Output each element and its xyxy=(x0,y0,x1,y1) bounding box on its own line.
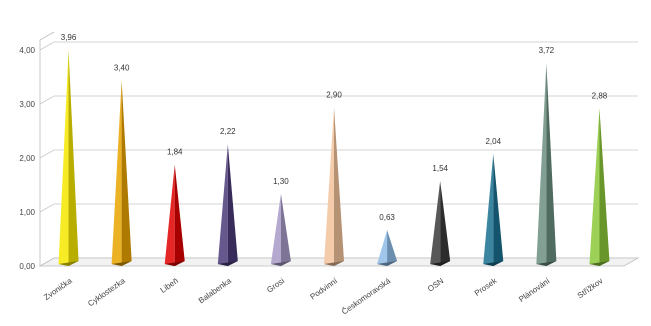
x-category-label: Prosek xyxy=(473,276,499,298)
data-label: 1,30 xyxy=(273,177,289,186)
data-label: 2,90 xyxy=(326,90,342,99)
bar xyxy=(217,144,238,266)
x-category-label: Českomoravská xyxy=(340,276,393,317)
gridline xyxy=(39,95,638,105)
bar xyxy=(270,193,291,266)
x-category-label: Střížkov xyxy=(576,276,605,300)
data-label: 1,84 xyxy=(167,148,183,157)
x-category-label: Plánování xyxy=(517,276,552,304)
bar xyxy=(483,153,504,266)
data-label: 3,72 xyxy=(539,46,555,55)
y-axis-line xyxy=(39,31,55,266)
y-tick-label: 1,00 xyxy=(19,208,35,217)
gridline xyxy=(39,149,638,159)
x-category-label: Podvinní xyxy=(308,276,339,302)
data-label: 2,22 xyxy=(220,127,236,136)
x-category-label: Balabenka xyxy=(197,276,234,305)
x-category-label: Cyklostezka xyxy=(86,276,127,308)
data-label: 1,54 xyxy=(432,164,448,173)
x-category-labels: Zvonička Cyklostezka Libeň Balabenka Grosi Po… xyxy=(42,276,604,317)
x-category-label: OSN xyxy=(426,276,446,293)
gridline xyxy=(39,203,638,213)
data-label: 2,04 xyxy=(485,137,501,146)
y-tick-label: 3,00 xyxy=(19,100,35,109)
data-label: 3,96 xyxy=(61,33,77,42)
bar xyxy=(430,180,451,266)
bar xyxy=(58,50,79,266)
bar xyxy=(377,229,398,266)
data-label: 3,40 xyxy=(114,63,130,72)
bar xyxy=(111,80,132,267)
y-tick-label: 2,00 xyxy=(19,154,35,163)
y-tick-label: 4,00 xyxy=(19,46,35,55)
gridline xyxy=(39,41,638,51)
x-category-label: Libeň xyxy=(159,276,180,295)
bar xyxy=(536,63,557,267)
y-tick-label: 0,00 xyxy=(19,262,35,271)
bar-series xyxy=(58,50,610,267)
data-label: 2,88 xyxy=(592,91,608,100)
data-label: 0,63 xyxy=(379,213,395,222)
data-labels: 3,96 3,40 1,84 2,22 1,30 2,90 0,63 1,54 2,04 3,72… xyxy=(61,33,608,222)
x-category-label: Grosi xyxy=(265,276,286,294)
bar xyxy=(164,164,185,266)
bar xyxy=(589,108,610,266)
x-category-label: Zvonička xyxy=(42,276,74,302)
y-tick-labels: 0,00 1,00 2,00 3,00 4,00 xyxy=(19,46,35,271)
bar xyxy=(324,107,344,267)
